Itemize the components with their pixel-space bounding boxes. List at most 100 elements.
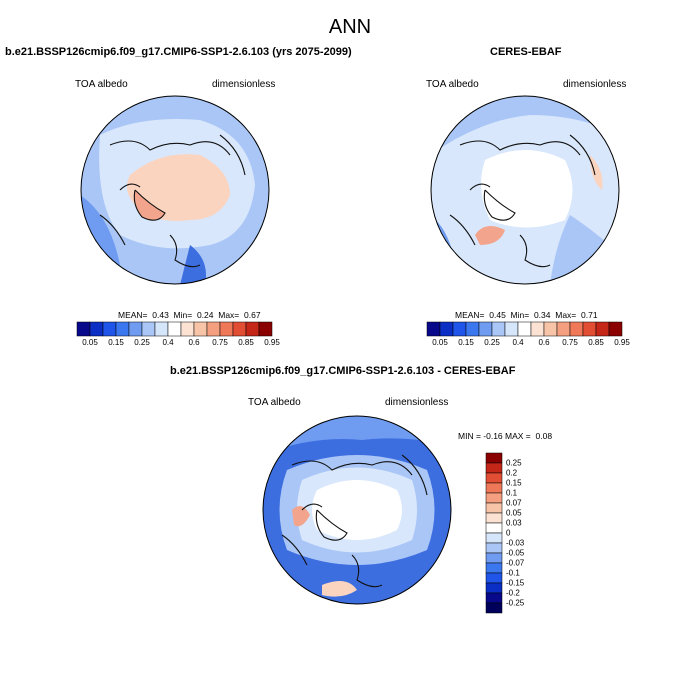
- colorbar-abs-left: [76, 321, 273, 337]
- colorbar-tick-label: 0.05: [82, 338, 98, 347]
- colorbar-swatch: [465, 321, 480, 337]
- colorbar-swatch: [485, 522, 503, 534]
- colorbar-tick-label: 0.1: [506, 488, 518, 498]
- colorbar-tick-label: 0.6: [538, 338, 550, 347]
- units-label: dimensionless: [385, 397, 449, 408]
- map-coastline: [281, 454, 428, 588]
- map-region-greenland: [134, 190, 165, 221]
- map-region-peach: [292, 506, 310, 527]
- variable-label: TOA albedo: [248, 397, 301, 408]
- colorbar-tick-label: 0.25: [484, 338, 500, 347]
- map-boundary: [80, 95, 270, 285]
- colorbar-tick-label: 0.95: [264, 338, 280, 347]
- variable-label: TOA albedo: [75, 79, 128, 90]
- colorbar-swatch: [219, 321, 234, 337]
- colorbar-swatch: [543, 321, 558, 337]
- colorbar-tick-label: 0.75: [212, 338, 228, 347]
- map-region-arctic-white: [312, 480, 402, 540]
- stats-line: MIN = -0.16 MAX = 0.08: [458, 431, 553, 441]
- colorbar-swatch: [485, 562, 503, 574]
- map-region-arctic-ice: [126, 154, 230, 221]
- colorbar-swatch: [439, 321, 454, 337]
- map-region-greenland: [475, 226, 505, 245]
- colorbar-swatch: [485, 492, 503, 504]
- colorbar-swatch: [478, 321, 493, 337]
- colorbar-tick-label: 0.15: [458, 338, 474, 347]
- colorbar-tick-label: 0.2: [506, 468, 518, 478]
- colorbar-tick-label: 0.15: [506, 478, 522, 488]
- colorbar-tick-label: -0.03: [506, 538, 525, 548]
- map-region-arctic-white: [481, 150, 573, 228]
- colorbar-swatch: [485, 482, 503, 494]
- colorbar-tick-label: 0.03: [506, 518, 522, 528]
- stats-line: MEAN= 0.45 Min= 0.34 Max= 0.71: [455, 310, 598, 320]
- colorbar-swatch: [485, 552, 503, 564]
- colorbar-tick-label: 0.4: [512, 338, 524, 347]
- colorbar-tick-label: 0.07: [506, 498, 522, 508]
- colorbar-tick-label: 0.85: [238, 338, 254, 347]
- map-region-darkblue: [180, 245, 206, 284]
- colorbar-swatch: [530, 321, 545, 337]
- colorbar-swatch: [485, 602, 503, 614]
- polar-map-model: [80, 95, 270, 285]
- map-boundary: [262, 415, 452, 605]
- colorbar-tick-label: 0.6: [188, 338, 200, 347]
- polar-map-diff: [262, 415, 452, 605]
- panel-title-model: b.e21.BSSP126cmip6.f09_g17.CMIP6-SSP1-2.…: [5, 46, 352, 58]
- colorbar-tick-label: 0: [506, 528, 511, 538]
- colorbar-swatch: [485, 452, 503, 464]
- stats-line: MEAN= 0.43 Min= 0.24 Max= 0.67: [118, 310, 261, 320]
- colorbar-swatch: [102, 321, 117, 337]
- colorbar-swatch: [193, 321, 208, 337]
- colorbar-swatch: [556, 321, 571, 337]
- colorbar-swatch: [232, 321, 247, 337]
- colorbar-swatch: [180, 321, 195, 337]
- page-title: ANN: [328, 16, 372, 38]
- colorbar-tick-label: 0.25: [506, 458, 522, 468]
- colorbar-tick-label: -0.15: [506, 578, 525, 588]
- colorbar-swatch: [485, 592, 503, 604]
- colorbar-tick-label: -0.1: [506, 568, 520, 578]
- colorbar-swatch: [452, 321, 467, 337]
- colorbar-tick-label: -0.25: [506, 598, 525, 608]
- colorbar-swatch: [485, 582, 503, 594]
- colorbar-tick-label: -0.07: [506, 558, 525, 568]
- colorbar-swatch: [128, 321, 143, 337]
- colorbar-swatch: [485, 572, 503, 584]
- colorbar-tick-label: 0.85: [588, 338, 604, 347]
- colorbar-tick-label: -0.2: [506, 588, 520, 598]
- colorbar-swatch: [517, 321, 532, 337]
- units-label: dimensionless: [212, 79, 276, 90]
- colorbar-swatch: [426, 321, 441, 337]
- map-region-lightblue: [431, 96, 619, 155]
- colorbar-swatch: [504, 321, 519, 337]
- colorbar-swatch: [89, 321, 104, 337]
- colorbar-swatch: [141, 321, 156, 337]
- polar-map-obs: [430, 95, 620, 285]
- colorbar-tick-label: 0.95: [614, 338, 630, 347]
- colorbar-diff: [485, 452, 503, 614]
- colorbar-tick-label: 0.05: [506, 508, 522, 518]
- panel-title-diff: b.e21.BSSP126cmip6.f09_g17.CMIP6-SSP1-2.…: [170, 365, 516, 377]
- colorbar-labels-right: 0.05 0.15 0.25 0.4 0.6 0.75 0.85 0.95: [427, 338, 630, 350]
- colorbar-tick-label: 0.15: [108, 338, 124, 347]
- colorbar-swatch: [485, 472, 503, 484]
- map-region-peach: [267, 430, 292, 441]
- colorbar-labels-left: 0.05 0.15 0.25 0.4 0.6 0.75 0.85 0.95: [77, 338, 280, 350]
- colorbar-swatch: [608, 321, 623, 337]
- map-coastline: [99, 134, 246, 268]
- colorbar-swatch: [485, 512, 503, 524]
- map-boundary: [430, 95, 620, 285]
- map-coastline: [449, 134, 596, 268]
- colorbar-swatch: [258, 321, 273, 337]
- colorbar-swatch: [245, 321, 260, 337]
- colorbar-swatch: [569, 321, 584, 337]
- colorbar-swatch: [485, 542, 503, 554]
- colorbar-swatch: [491, 321, 506, 337]
- colorbar-tick-label: 0.25: [134, 338, 150, 347]
- colorbar-tick-label: 0.4: [162, 338, 174, 347]
- colorbar-swatch: [485, 462, 503, 474]
- colorbar-swatch: [76, 321, 91, 337]
- colorbar-labels-diff: 0.25 0.2 0.15 0.1 0.07 0.05 0.03 0 -0.03 -0.05 -0.…: [506, 453, 546, 613]
- colorbar-tick-label: 0.05: [432, 338, 448, 347]
